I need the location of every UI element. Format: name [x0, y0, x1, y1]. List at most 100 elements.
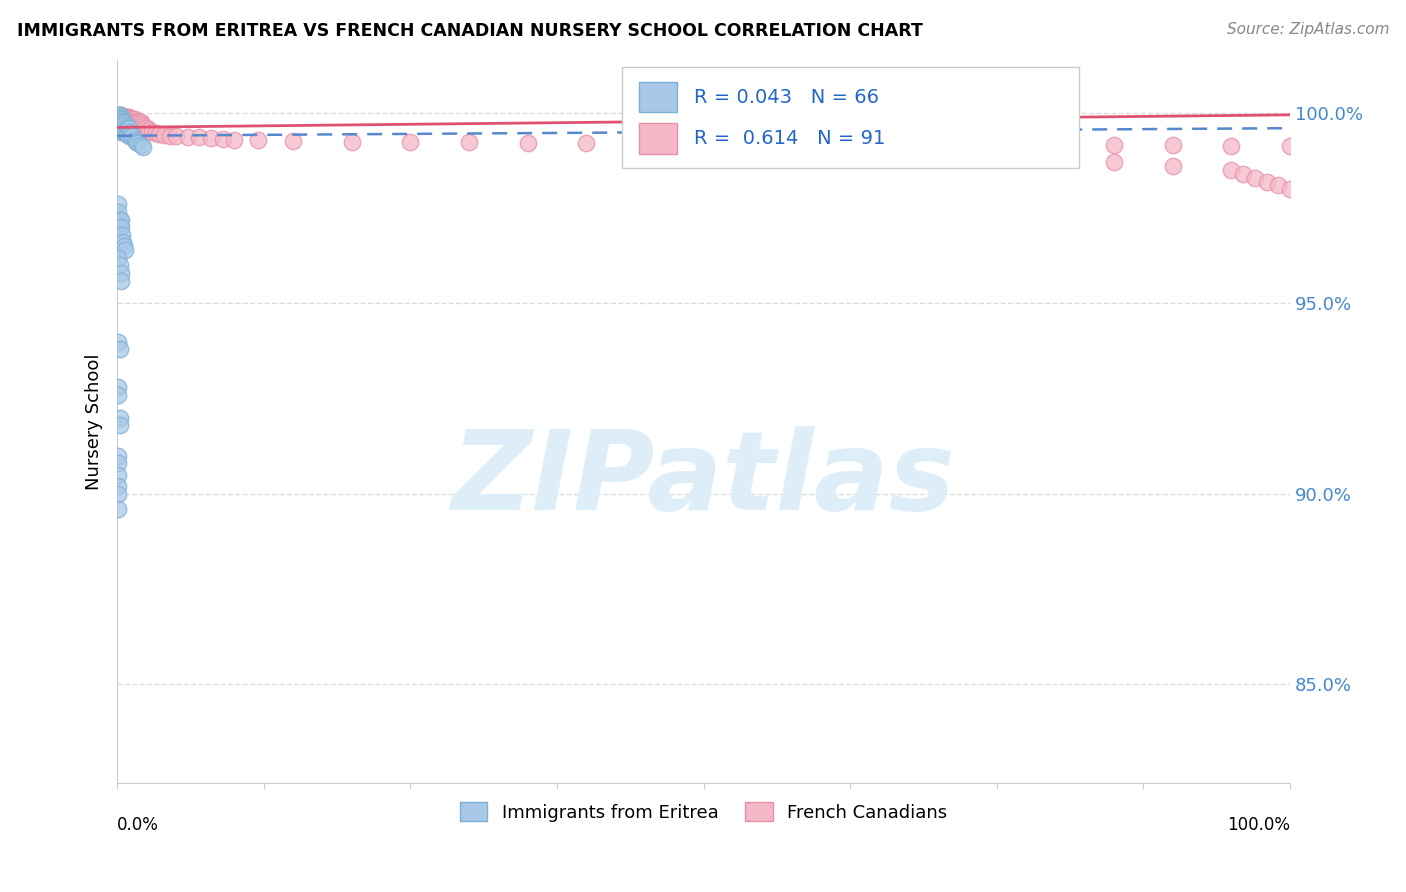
Point: [224, 133, 246, 147]
Point: [118, 121, 141, 136]
Point: [129, 138, 152, 153]
Point: [132, 120, 155, 134]
Point: [114, 125, 136, 139]
Text: 0.0%: 0.0%: [117, 816, 159, 834]
Point: [107, 479, 129, 493]
Point: [115, 120, 138, 134]
Point: [120, 112, 142, 126]
Point: [107, 334, 129, 349]
Point: [1256, 174, 1278, 188]
Point: [751, 136, 773, 151]
Point: [340, 135, 363, 149]
Point: [108, 258, 131, 272]
Point: [108, 112, 131, 126]
Point: [132, 140, 155, 154]
Text: ZIPatlas: ZIPatlas: [451, 426, 956, 533]
Point: [111, 112, 134, 126]
Point: [115, 115, 138, 129]
Point: [114, 243, 136, 257]
Y-axis label: Nursery School: Nursery School: [86, 353, 103, 490]
Point: [1045, 137, 1067, 152]
Point: [153, 128, 176, 142]
Point: [108, 108, 131, 122]
Point: [107, 117, 129, 131]
Point: [122, 113, 145, 128]
Point: [107, 205, 129, 219]
Point: [110, 274, 132, 288]
Point: [112, 235, 135, 250]
Point: [141, 125, 163, 139]
Point: [107, 113, 129, 128]
Point: [108, 115, 131, 129]
Point: [118, 112, 141, 126]
Point: [117, 110, 139, 124]
Point: [927, 137, 949, 152]
Point: [111, 121, 134, 136]
Point: [110, 117, 132, 131]
Point: [112, 115, 135, 129]
Text: Source: ZipAtlas.com: Source: ZipAtlas.com: [1226, 22, 1389, 37]
Point: [108, 110, 131, 124]
Point: [120, 115, 142, 129]
Point: [112, 110, 135, 124]
Point: [107, 113, 129, 128]
Point: [399, 135, 422, 149]
Point: [108, 112, 131, 126]
Point: [117, 121, 139, 136]
Point: [1220, 138, 1243, 153]
Point: [1232, 167, 1254, 181]
Point: [110, 220, 132, 235]
Point: [1161, 159, 1184, 173]
Point: [112, 112, 135, 126]
Point: [112, 121, 135, 136]
Point: [108, 113, 131, 128]
Point: [108, 410, 131, 425]
Point: [138, 123, 160, 137]
Point: [869, 137, 891, 152]
Point: [458, 136, 481, 150]
Point: [129, 115, 152, 129]
Point: [107, 457, 129, 471]
Point: [165, 128, 187, 143]
Point: [118, 115, 141, 129]
Point: [110, 112, 132, 126]
Point: [107, 380, 129, 394]
Point: [118, 110, 141, 124]
Point: [110, 108, 132, 122]
Point: [516, 136, 538, 150]
Point: [986, 137, 1008, 152]
Point: [108, 418, 131, 433]
Point: [121, 112, 143, 126]
Point: [159, 128, 181, 143]
Point: [1267, 178, 1289, 193]
Point: [120, 127, 142, 141]
Point: [114, 115, 136, 129]
Point: [114, 112, 136, 126]
Point: [115, 127, 138, 141]
Point: [246, 133, 269, 147]
Point: [110, 113, 132, 128]
Point: [111, 112, 134, 126]
Point: [114, 117, 136, 131]
FancyBboxPatch shape: [621, 67, 1078, 169]
Point: [112, 113, 135, 128]
Point: [120, 115, 142, 129]
Point: [127, 136, 149, 151]
Point: [107, 108, 129, 122]
Point: [111, 115, 134, 129]
Bar: [640, 123, 676, 153]
Point: [124, 115, 146, 129]
Legend: Immigrants from Eritrea, French Canadians: Immigrants from Eritrea, French Canadian…: [453, 795, 955, 829]
Point: [117, 112, 139, 126]
Point: [135, 121, 157, 136]
Point: [107, 110, 129, 124]
Point: [124, 133, 146, 147]
Point: [112, 115, 135, 129]
Point: [107, 449, 129, 463]
Point: [108, 342, 131, 356]
Point: [110, 212, 132, 227]
Point: [128, 117, 150, 131]
Text: 100.0%: 100.0%: [1227, 816, 1291, 834]
Point: [107, 112, 129, 126]
Point: [107, 115, 129, 129]
